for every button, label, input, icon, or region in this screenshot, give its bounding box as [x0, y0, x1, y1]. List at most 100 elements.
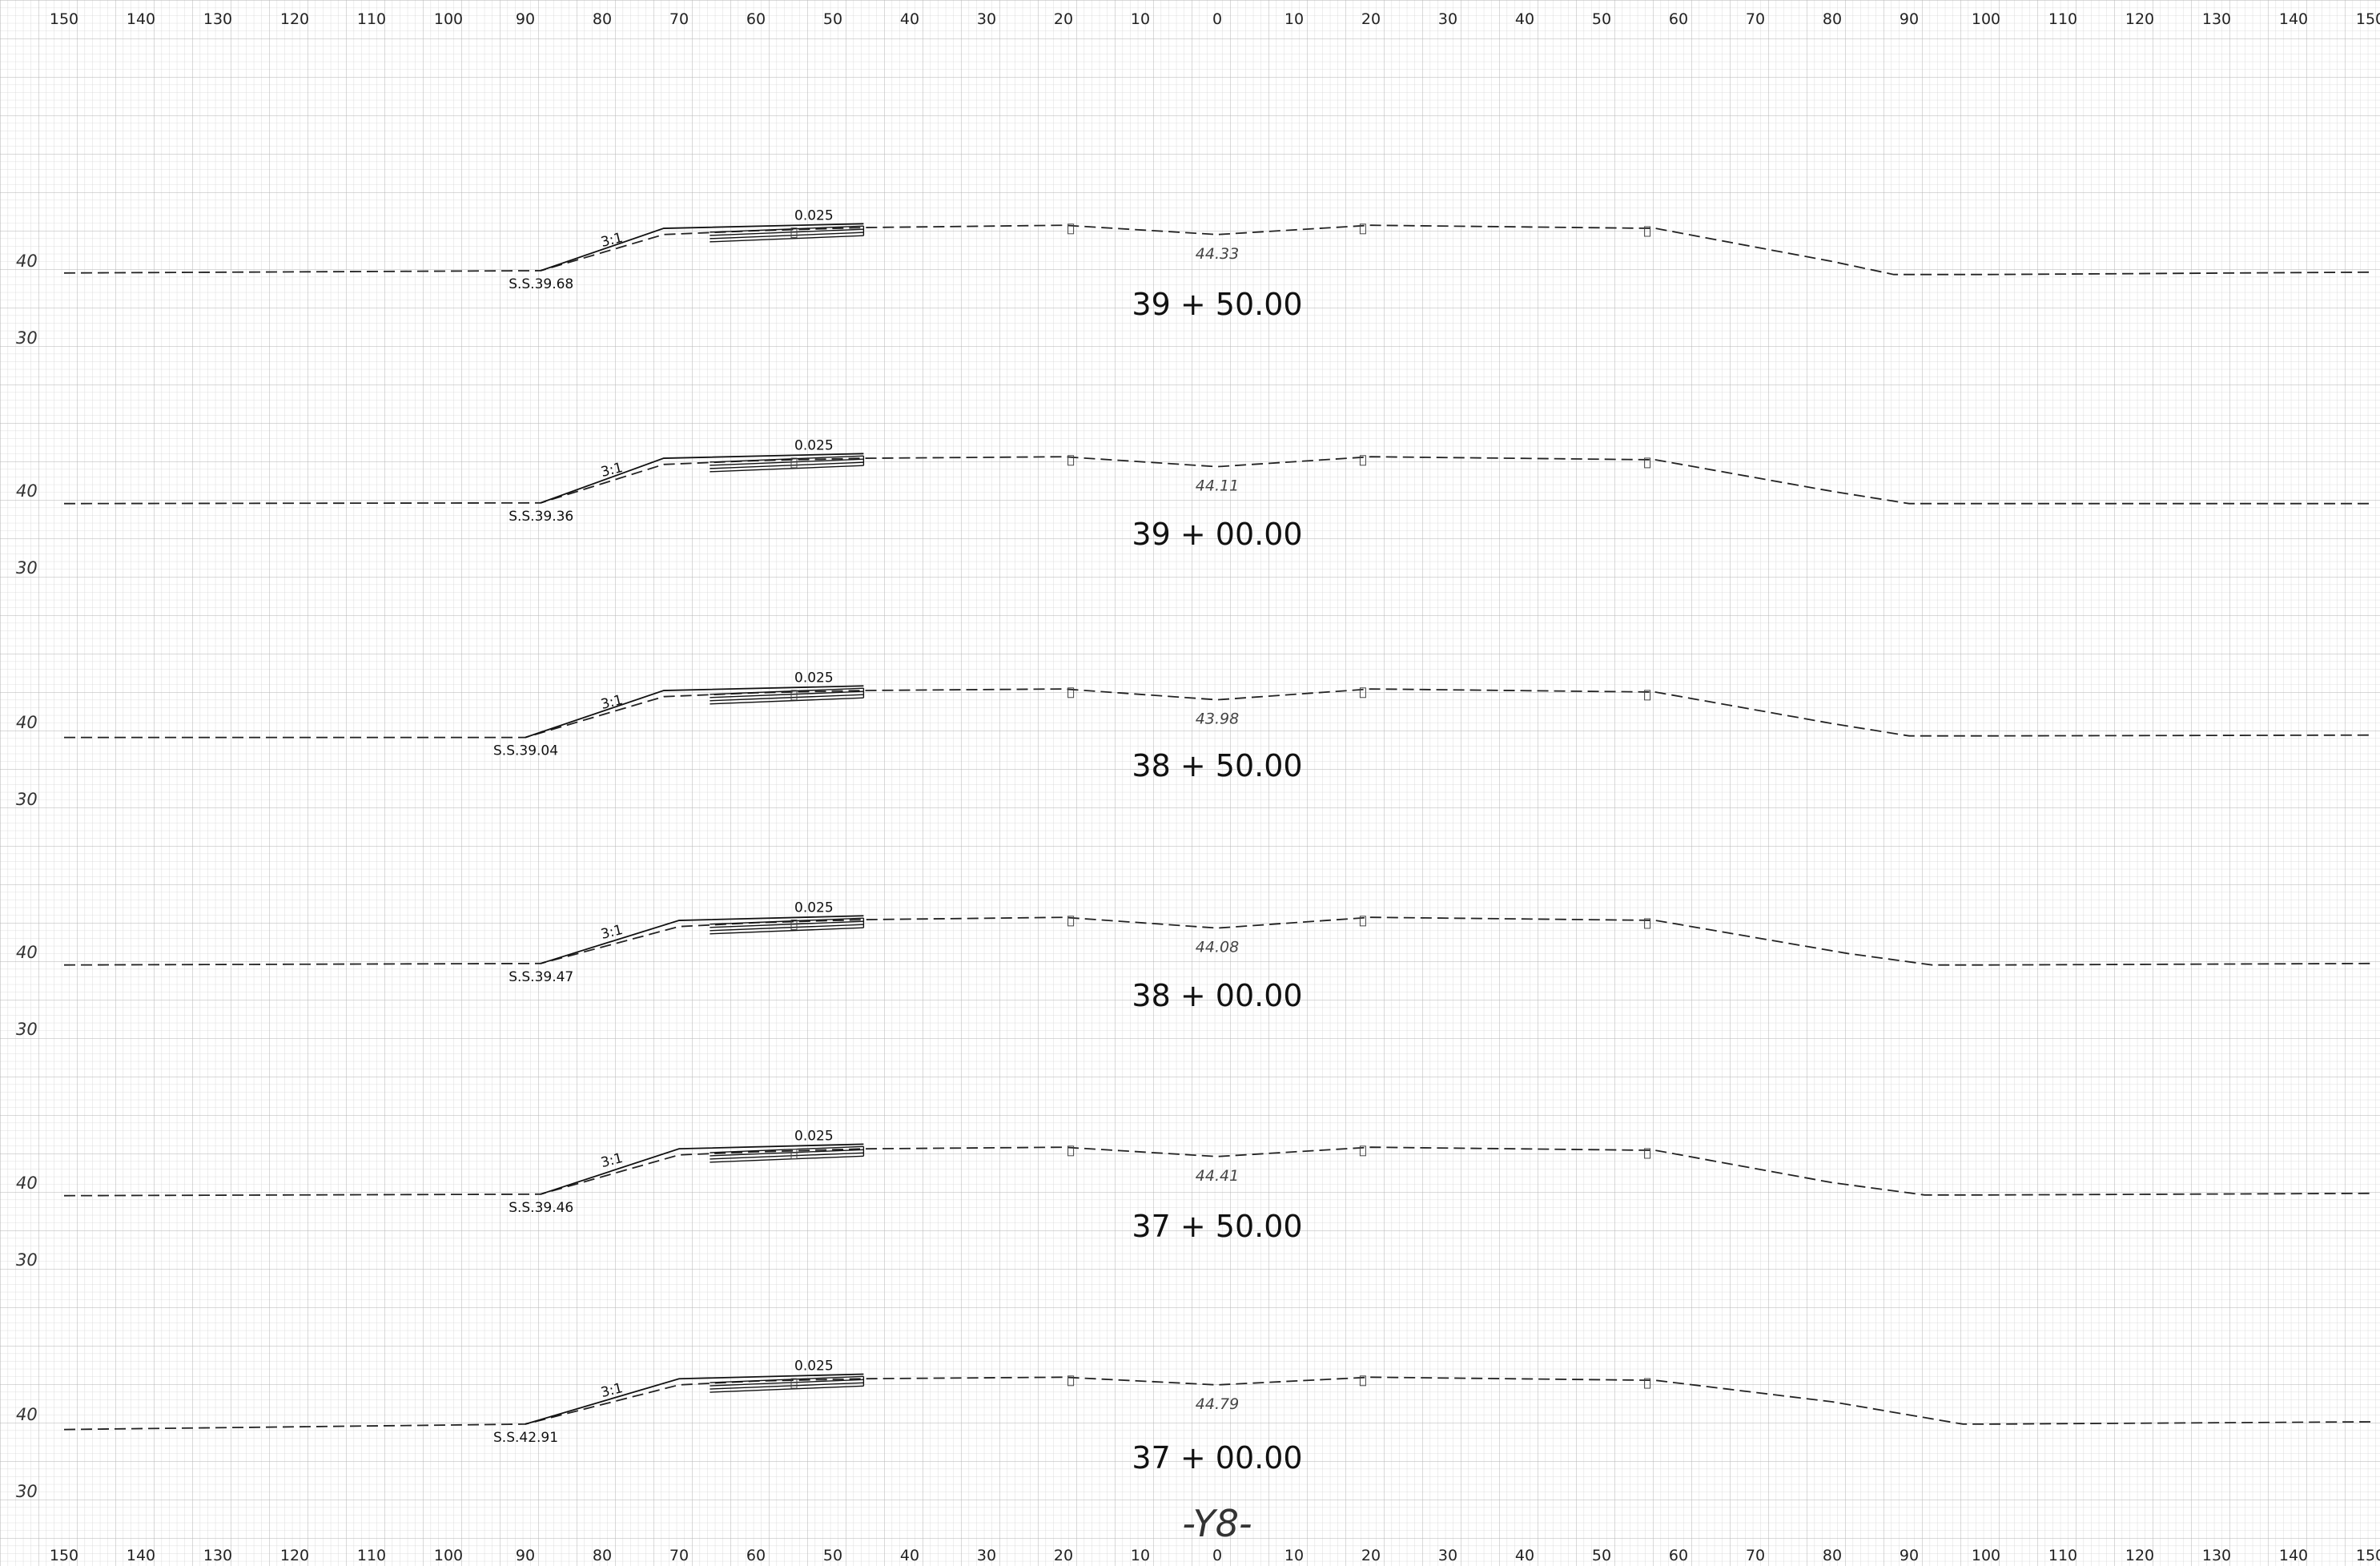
offset-tick-label: 130 — [2202, 1547, 2231, 1564]
existing-ground-line — [63, 1146, 2371, 1197]
marker-symbol — [790, 227, 798, 239]
offset-tick-label: 60 — [1669, 10, 1688, 28]
centerline-elevation: 44.79 — [1196, 1395, 1239, 1413]
offset-tick-label: 40 — [900, 1547, 919, 1564]
proposed-fill-slope — [540, 1143, 864, 1195]
offset-tick-label: 120 — [280, 1547, 309, 1564]
pavement-layer — [710, 687, 864, 695]
offset-tick-label: 110 — [2048, 1547, 2077, 1564]
elevation-label-40: 40 — [16, 943, 38, 962]
marker-symbol — [1359, 1375, 1366, 1387]
station-label: 39 + 50.00 — [1132, 287, 1302, 322]
offset-tick-label: 30 — [1438, 1547, 1457, 1564]
offset-tick-label: 70 — [669, 1547, 689, 1564]
offset-tick-label: 90 — [1900, 10, 1919, 28]
station-label: 37 + 00.00 — [1132, 1440, 1302, 1475]
marker-symbol — [1359, 916, 1366, 927]
offset-tick-label: 100 — [1972, 10, 2000, 28]
elevation-label-40: 40 — [16, 481, 38, 501]
elevation-label-40: 40 — [16, 1173, 38, 1193]
offset-tick-label: 80 — [1823, 10, 1842, 28]
offset-tick-label: 20 — [1361, 10, 1381, 28]
centerline-elevation: 43.98 — [1196, 711, 1239, 728]
offset-tick-label: 110 — [357, 10, 386, 28]
marker-symbol — [790, 920, 798, 931]
offset-tick-label: 0 — [1212, 10, 1222, 28]
offset-tick-label: 120 — [2125, 1547, 2154, 1564]
station-label: 38 + 00.00 — [1132, 978, 1302, 1013]
bottom-offset-axis: 150 140 130 120 110 100 90 80 70 60 50 40 30 20 10 0 10 2… — [50, 1547, 2380, 1564]
pavement-layer — [710, 1379, 864, 1387]
elevation-label-40: 40 — [16, 1405, 38, 1424]
marker-symbol — [790, 457, 798, 469]
offset-tick-label: 100 — [1972, 1547, 2000, 1564]
marker-symbol — [790, 1378, 798, 1389]
cross-slope-label: 0.025 — [794, 438, 834, 454]
marker-symbol — [790, 690, 798, 701]
sheet-label: -Y8- — [1182, 1502, 1252, 1545]
offset-tick-label: 80 — [593, 10, 612, 28]
proposed-fill-slope — [540, 453, 864, 504]
offset-tick-label: 50 — [1592, 1547, 1611, 1564]
elevation-label-40: 40 — [16, 713, 38, 732]
offset-tick-label: 40 — [1515, 1547, 1534, 1564]
marker-symbol — [1067, 455, 1075, 466]
cross-slope-label: 0.025 — [794, 670, 834, 686]
offset-tick-label: 50 — [823, 10, 842, 28]
offset-tick-label: 110 — [357, 1547, 386, 1564]
offset-tick-label: 100 — [434, 1547, 463, 1564]
offset-tick-label: 100 — [434, 10, 463, 28]
pavement-layer — [710, 231, 864, 240]
slope-stake-label: S.S.39.36 — [509, 509, 573, 525]
offset-tick-label: 80 — [593, 1547, 612, 1564]
offset-tick-label: 10 — [1284, 1547, 1304, 1564]
proposed-fill-slope — [525, 1373, 864, 1425]
centerline-elevation: 44.08 — [1196, 939, 1239, 956]
cross-slope-label: 0.025 — [794, 1359, 834, 1375]
offset-tick-label: 40 — [1515, 10, 1534, 28]
offset-tick-label: 10 — [1284, 10, 1304, 28]
centerline-elevation: 44.33 — [1196, 245, 1239, 263]
offset-tick-label: 150 — [2356, 1547, 2380, 1564]
marker-symbol — [1067, 916, 1075, 927]
pavement-layer — [710, 1145, 864, 1153]
existing-ground-line — [64, 688, 2371, 739]
offset-tick-label: 30 — [1438, 10, 1457, 28]
offset-tick-label: 90 — [516, 10, 535, 28]
offset-tick-label: 110 — [2048, 10, 2077, 28]
offset-tick-label: 150 — [50, 1547, 78, 1564]
marker-symbol — [1644, 226, 1651, 237]
pavement-layer — [710, 1149, 864, 1157]
offset-tick-label: 140 — [2279, 10, 2308, 28]
offset-tick-label: 120 — [2125, 10, 2154, 28]
offset-tick-label: 130 — [2202, 10, 2231, 28]
station-label: 38 + 50.00 — [1132, 748, 1302, 783]
proposed-fill-slope — [540, 223, 864, 272]
marker-symbol — [1644, 1148, 1651, 1159]
offset-tick-label: 150 — [50, 10, 78, 28]
offset-tick-label: 70 — [669, 10, 689, 28]
pavement-layer — [710, 920, 864, 928]
slope-stake-label: S.S.39.04 — [493, 743, 558, 759]
station-label: 37 + 50.00 — [1132, 1209, 1302, 1244]
pavement-layer — [710, 927, 864, 935]
elevation-label-30: 30 — [16, 1482, 38, 1501]
proposed-fill-slope — [525, 685, 864, 739]
marker-symbol — [1644, 1378, 1651, 1389]
offset-tick-label: 90 — [1900, 1547, 1919, 1564]
offset-tick-label: 30 — [977, 1547, 996, 1564]
offset-tick-label: 130 — [203, 10, 232, 28]
marker-symbol — [1067, 687, 1075, 698]
offset-tick-label: 70 — [1746, 10, 1765, 28]
pavement-layer — [710, 465, 864, 473]
elevation-label-30: 30 — [16, 1020, 38, 1039]
pavement-layer — [710, 694, 864, 702]
